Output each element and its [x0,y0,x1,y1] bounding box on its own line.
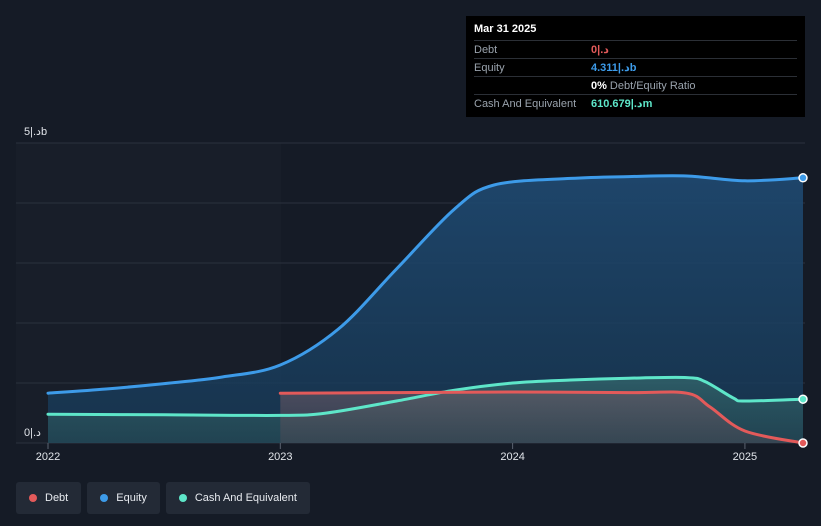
tooltip-value: 0% [591,79,607,92]
tooltip-panel: Mar 31 2025 Debt 0|.د Equity 4.311|.دb 0… [466,16,805,117]
debt-line [278,390,805,445]
legend-item-equity[interactable]: Equity [87,482,160,514]
tooltip-row-equity: Equity 4.311|.دb [474,58,797,76]
debt-endpoint [798,438,808,448]
legend: Debt Equity Cash And Equivalent [16,482,310,514]
equity-line [46,174,805,395]
tooltip-label: Debt [474,43,498,56]
x-tick-label: 2024 [500,451,524,463]
tooltip-label: Cash And Equivalent [474,97,577,110]
tooltip-row-cash: Cash And Equivalent 610.679|.دm [474,94,797,112]
tooltip-value: 0|.د [591,44,609,56]
tooltip-value: 4.311|.دb [591,62,637,74]
tooltip-value: 610.679|.دm [591,98,653,110]
legend-item-debt[interactable]: Debt [16,482,82,514]
cash-and-equivalent-endpoint [798,394,808,404]
series-lines [46,174,805,445]
legend-label: Cash And Equivalent [194,492,297,504]
legend-dot-icon [178,494,187,502]
y-axis-top-label: 5|.دb [24,126,47,138]
tooltip-label: Equity [474,61,505,74]
legend-dot-icon [29,494,37,502]
series-endpoints [798,173,808,448]
cash-and-equivalent-line [46,375,805,417]
legend-dot-icon [100,494,109,502]
tooltip-row-ratio: 0% Debt/Equity Ratio [474,76,797,94]
x-tick-label: 2025 [733,451,757,463]
x-axis: 2022 2023 2024 2025 [36,443,757,463]
debt-area [280,392,803,443]
tooltip-date: Mar 31 2025 [474,23,537,35]
x-tick-label: 2023 [268,451,292,463]
legend-item-cash[interactable]: Cash And Equivalent [165,482,310,514]
tooltip-ratio-label: Debt/Equity Ratio [609,79,696,92]
y-axis-bottom-label: 0|.د [24,427,41,439]
x-tick-label: 2022 [36,451,60,463]
equity-endpoint [798,173,808,183]
legend-label: Equity [116,492,147,504]
legend-label: Debt [45,492,69,504]
tooltip-row-debt: Debt 0|.د [474,40,797,58]
